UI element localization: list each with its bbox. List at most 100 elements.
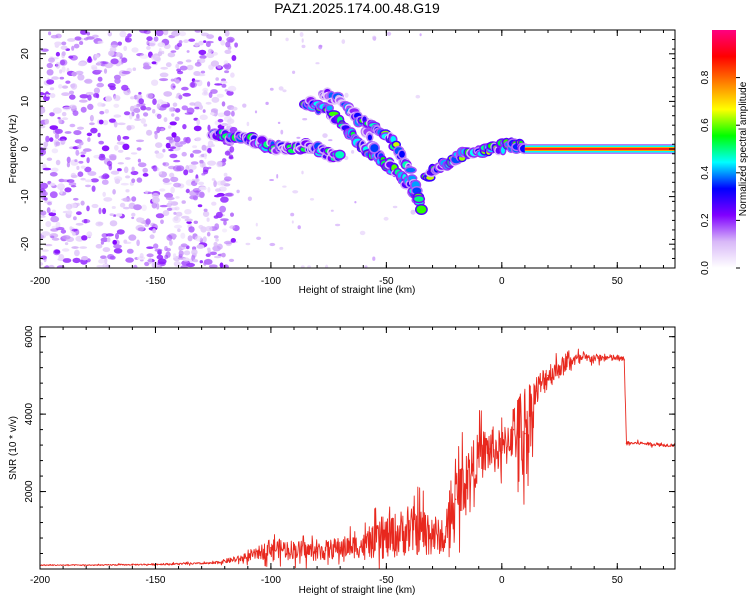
spectrogram-noise-blob xyxy=(40,210,47,216)
spectrogram-noise-blob xyxy=(206,52,215,59)
spectrogram-noise-blob xyxy=(144,261,150,267)
snr-data-point xyxy=(431,531,434,533)
spectrogram-noise-blob xyxy=(130,96,135,100)
spectrogram-noise-blob xyxy=(180,243,188,248)
spectrogram-noise-blob xyxy=(155,30,164,37)
spectrogram-noise-blob xyxy=(214,83,223,86)
spectrogram-noise-blob xyxy=(215,188,222,192)
spectrogram-noise-blob xyxy=(199,191,205,199)
spectrogram-noise-blob xyxy=(223,172,228,177)
spectrogram-noise-blob xyxy=(95,244,103,249)
spectrogram-noise-blob xyxy=(131,47,139,53)
spectrogram-noise-blob xyxy=(113,248,123,254)
spectrogram-noise-blob xyxy=(410,209,416,215)
spectrogram-noise-blob xyxy=(182,92,191,97)
spectrogram-noise-blob xyxy=(184,112,193,115)
spectrogram-noise-blob xyxy=(57,116,61,120)
spectrogram-noise-blob xyxy=(102,120,109,126)
colorbar-tick-label: 0.2 xyxy=(700,213,711,227)
spectrogram-noise-blob xyxy=(69,226,73,231)
spectrogram-noise-blob xyxy=(97,132,101,138)
spectrogram-noise-blob xyxy=(234,42,239,48)
spectrogram-noise-blob xyxy=(141,204,147,212)
spectrogram-noise-blob xyxy=(98,140,104,145)
spectrogram-noise-blob xyxy=(76,144,82,150)
spectrogram-noise-blob xyxy=(105,233,114,237)
spectrogram-noise-blob xyxy=(183,250,191,256)
y-tick-label: -10 xyxy=(20,189,31,204)
spectrogram-noise-blob xyxy=(166,202,172,208)
spectrogram-noise-blob xyxy=(165,142,171,149)
spectrogram-noise-blob xyxy=(122,197,132,202)
spectrogram-noise-blob xyxy=(49,137,54,142)
y-tick-label: 0 xyxy=(20,146,31,152)
spectrogram-noise-blob xyxy=(113,114,122,118)
spectrogram-noise-blob xyxy=(203,40,207,43)
spectrogram-noise-blob xyxy=(236,189,240,194)
spectrogram-noise-blob xyxy=(201,144,207,151)
spectrogram-noise-blob xyxy=(57,138,64,142)
spectrogram-noise-blob xyxy=(40,262,44,266)
spectrogram-noise-blob xyxy=(194,30,201,33)
spectrogram-noise-blob xyxy=(80,165,86,169)
spectrogram-noise-blob xyxy=(256,236,262,240)
spectrogram-noise-blob xyxy=(245,242,251,246)
spectrogram-noise-blob xyxy=(86,231,93,238)
spectrogram-noise-blob xyxy=(182,124,187,130)
spectrogram-noise-blob xyxy=(220,40,226,46)
colorbar-tick-label: 0.4 xyxy=(700,165,711,179)
spectrogram-noise-blob xyxy=(89,122,95,126)
spectrogram-noise-blob xyxy=(186,64,194,71)
spectrogram-noise-blob xyxy=(193,259,199,263)
spectrogram-noise-blob xyxy=(372,35,377,41)
spectrogram-noise-blob xyxy=(41,231,51,236)
spectrogram-noise-blob xyxy=(106,237,111,243)
spectrogram-noise-blob xyxy=(164,192,174,199)
spectrogram-noise-blob xyxy=(98,259,106,264)
spectrogram-noise-blob xyxy=(169,172,175,178)
spectrogram-noise-blob xyxy=(309,198,315,201)
spectrogram-noise-blob xyxy=(81,235,88,241)
spectrogram-noise-blob xyxy=(86,132,93,137)
spectrogram-noise-blob xyxy=(223,240,233,245)
spectrogram-noise-blob xyxy=(43,197,48,201)
spectrogram-noise-blob xyxy=(171,30,181,37)
spectrogram-noise-blob xyxy=(146,40,150,46)
spectrogram-noise-blob xyxy=(107,31,113,37)
x-tick-label: -50 xyxy=(379,276,394,287)
snr-data-point xyxy=(385,537,388,539)
spectrogram-noise-blob xyxy=(106,160,113,167)
spectrogram-noise-blob xyxy=(146,129,153,136)
spectrogram-noise-blob xyxy=(160,66,169,70)
spectrogram-noise-blob xyxy=(152,228,157,234)
spectrogram-noise-blob xyxy=(103,197,113,202)
spectrogram-noise-blob xyxy=(222,228,228,233)
spectrogram-noise-blob xyxy=(219,205,227,213)
snr-data-point xyxy=(443,541,445,543)
spectrogram-noise-blob xyxy=(45,94,50,97)
spectrogram-noise-blob xyxy=(48,57,55,63)
spectrogram-noise-blob xyxy=(131,196,137,202)
spectrogram-noise-blob xyxy=(55,141,60,147)
x-tick-label: -200 xyxy=(30,276,50,287)
spectrogram-noise-blob xyxy=(174,116,180,122)
spectrogram-noise-blob xyxy=(109,155,117,161)
spectrogram-noise-blob xyxy=(45,265,50,268)
spectrogram-noise-blob xyxy=(107,254,115,260)
spectrogram-noise-blob xyxy=(97,40,104,44)
spectrogram-noise-blob xyxy=(351,150,355,154)
spectrogram-noise-blob xyxy=(125,175,131,179)
spectrogram-noise-blob xyxy=(77,74,85,81)
spectrogram-noise-blob xyxy=(113,121,118,128)
spectrogram-noise-blob xyxy=(146,246,154,249)
spectrogram-noise-blob xyxy=(109,85,116,91)
spectrogram-noise-blob xyxy=(133,264,138,268)
snr-data-point xyxy=(466,475,469,477)
spectrogram-noise-blob xyxy=(49,125,59,130)
spectrogram-noise-blob xyxy=(61,111,67,117)
spectrogram-noise-blob xyxy=(194,62,202,67)
spectrogram-x-label: Height of straight line (km) xyxy=(299,285,416,296)
spectrogram-noise-blob xyxy=(207,247,211,251)
spectrogram-track-blob xyxy=(326,105,333,111)
y-tick-label: 20 xyxy=(20,48,31,60)
